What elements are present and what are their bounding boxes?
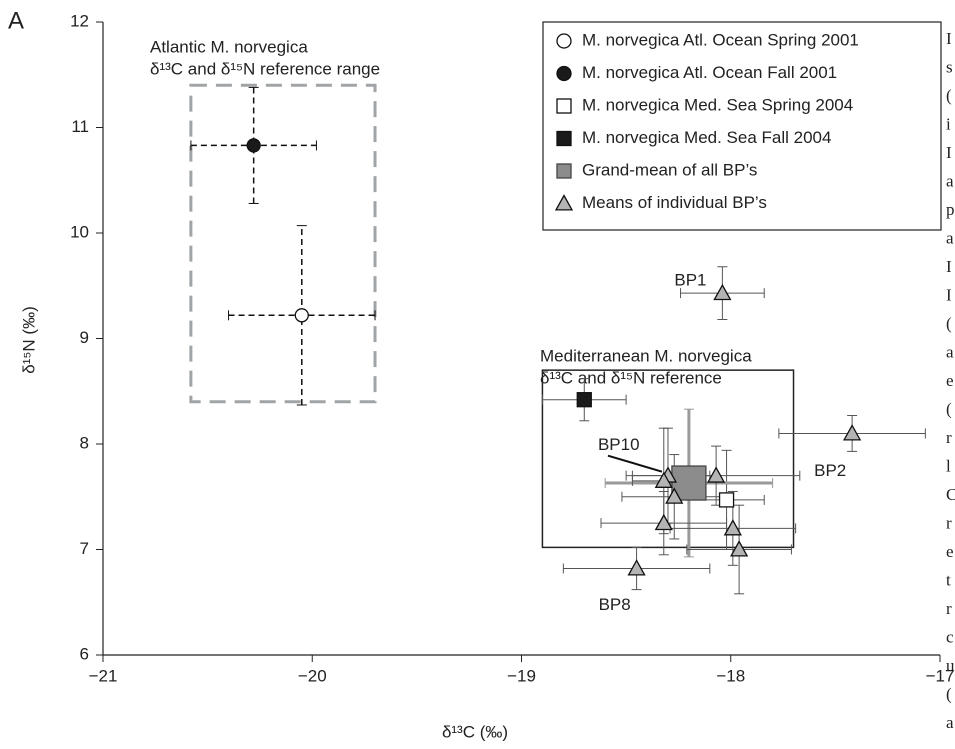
point [556,130,572,147]
point [576,392,592,408]
y-tick-label: 10 [70,222,89,241]
legend-label: M. norvegica Atl. Ocean Spring 2001 [582,30,859,49]
panel-label: A [8,7,24,34]
x-tick-label: −21 [89,666,118,685]
point [654,513,673,531]
side-text: p [946,200,955,219]
side-text: t [946,570,951,589]
side-text: I [946,143,952,162]
point [843,424,862,441]
point [627,559,646,576]
side-text: l [946,456,951,475]
x-tick-label: −20 [298,666,327,685]
legend-label: M. norvegica Atl. Ocean Fall 2001 [582,63,837,82]
reference-box [189,83,377,404]
x-tick-label: −19 [507,666,536,685]
point [556,65,572,82]
side-text: ( [946,399,952,418]
side-text: s [946,57,953,76]
point [554,194,574,211]
side-text: a [946,228,954,247]
y-axis-label: δ¹⁵N (‰) [19,306,38,374]
reference-label: Atlantic M. norvegica [150,37,308,56]
point [730,540,749,557]
reference-label: Mediterranean M. norvegica [540,346,752,365]
y-tick-label: 6 [80,644,89,663]
point [665,487,684,504]
side-text: ( [946,314,952,333]
side-text: a [946,171,954,190]
y-tick-label: 7 [80,539,89,558]
side-text: i [946,114,951,133]
point [556,98,572,114]
side-text: I [946,29,952,48]
point [723,519,742,536]
point [556,163,572,179]
reference-box [541,369,795,549]
legend-label: Grand-mean of all BP’s [582,160,757,179]
side-text: r [946,513,952,532]
point-label: BP1 [674,271,706,290]
side-text: I [946,257,952,276]
point [294,308,309,323]
side-text: e [946,542,954,561]
side-text: ( [946,86,952,105]
y-tick-label: 11 [71,117,89,136]
side-text: a [946,342,954,361]
point-label: BP2 [814,461,846,480]
point [246,138,261,153]
point [654,471,673,488]
legend-label: M. norvegica Med. Sea Spring 2004 [582,95,853,114]
side-text: C [946,485,955,504]
point-label: BP8 [599,595,631,614]
y-tick-label: 12 [70,11,89,30]
x-axis-label: δ¹³C (‰) [442,722,508,741]
point-label: BP10 [598,435,640,454]
side-text: a [946,713,954,732]
x-tick-label: −17 [926,666,955,685]
point [713,283,732,301]
point [706,466,726,483]
side-text: r [946,599,952,618]
side-text: ( [946,684,952,703]
y-tick-label: 8 [80,433,89,452]
x-tick-label: −18 [716,666,745,685]
legend-label: M. norvegica Med. Sea Fall 2004 [582,128,831,147]
reference-label: δ¹³C and δ¹⁵N reference [540,368,722,387]
side-text: u [946,656,955,675]
label-arrow [607,454,663,473]
side-text: c [946,627,954,646]
reference-label: δ¹³C and δ¹⁵N reference range [150,59,380,78]
side-text: I [946,285,952,304]
side-text: r [946,428,952,447]
side-text: e [946,371,954,390]
point [718,492,735,508]
y-tick-label: 9 [80,328,89,347]
legend [542,21,942,231]
legend-label: Means of individual BP’s [582,193,767,212]
point [556,33,572,49]
